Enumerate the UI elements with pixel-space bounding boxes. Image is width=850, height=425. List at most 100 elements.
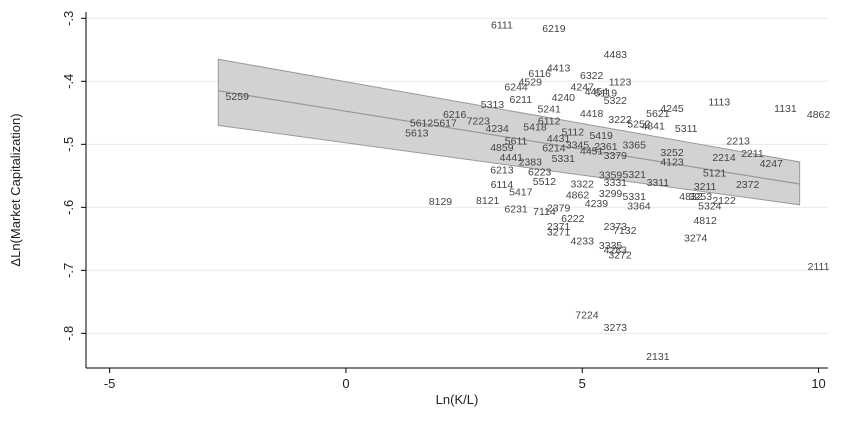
point-label-33: 2372 [736,179,760,191]
x-axis-title: Ln(K/L) [436,392,479,407]
point-label-81: 6223 [528,166,552,178]
point-label-42: 5324 [698,200,722,212]
point-label-94: 3345 [566,139,590,151]
point-label-69: 5252 [627,119,651,131]
point-label-85: 3322 [571,178,595,190]
point-label-4: 6116 [528,68,551,80]
point-label-40: 8121 [476,195,500,207]
point-label-46: 4812 [693,215,717,227]
point-label-54: 3274 [684,233,708,245]
point-label-29: 2214 [712,152,736,164]
point-label-32: 5121 [703,168,727,180]
point-label-16: 5621 [646,108,670,120]
point-label-50: 2373 [604,221,628,233]
point-label-79: 3379 [604,150,628,162]
point-label-6: 1123 [609,76,632,88]
confidence-band-area [217,58,801,206]
point-label-35: 5417 [509,187,533,199]
point-label-75: 3365 [623,139,647,151]
point-label-56: 4283 [604,245,628,257]
point-label-91: 4239 [585,198,609,210]
point-label-78: 5331 [552,153,576,165]
point-label-48: 6222 [561,213,585,225]
y-tick-label-3: -.6 [61,200,76,215]
point-label-44: 2379 [547,202,571,214]
point-label-77: 2383 [519,156,543,168]
point-label-9: 6211 [510,94,533,106]
point-label-92: 6214 [542,142,566,154]
point-label-11: 5259 [226,91,250,103]
point-label-64: 5119 [595,88,618,100]
point-label-13: 1131 [774,103,797,115]
point-label-27: 3252 [660,147,684,159]
x-tick-label-1: 0 [342,376,349,391]
point-label-87: 3311 [647,177,670,189]
point-label-22: 5613 [405,127,429,139]
point-label-76: 4441 [500,152,524,164]
point-label-63: 4454 [585,86,609,98]
point-label-5: 6322 [580,70,604,82]
point-label-31: 6213 [490,165,514,177]
point-label-95: 2361 [594,141,618,153]
point-label-73: 5112 [561,127,584,139]
point-label-34: 6114 [491,179,514,191]
point-label-90: 5331 [623,191,647,203]
x-tick-label-2: 5 [579,376,586,391]
point-label-61: 2131 [646,351,670,363]
y-tick-label-5: -.8 [61,326,76,341]
point-label-18: 7223 [467,115,491,127]
point-label-26: 5611 [505,136,528,148]
y-tick-label-1: -.4 [61,74,76,89]
point-label-65: 4240 [552,92,576,104]
point-label-28: 2211 [741,148,764,160]
point-label-70: 6112 [538,115,561,127]
point-label-0: 6111 [491,20,513,32]
point-label-43: 6231 [504,204,528,216]
point-label-72: 4841 [641,120,665,132]
point-label-84: 5512 [533,176,557,188]
point-label-83: 5321 [623,169,647,181]
point-label-49: 2371 [547,221,571,233]
point-label-37: 4832 [679,191,703,203]
point-label-1: 6219 [542,23,566,35]
point-label-8: 6244 [504,81,528,93]
confidence-band [217,58,801,206]
point-label-20: 5617 [434,117,458,129]
point-label-17: 6216 [443,109,467,121]
point-label-12: 1113 [708,96,730,108]
point-label-52: 3271 [547,226,571,238]
point-label-67: 5241 [537,103,561,115]
y-axis-title: ΔLn(Market Capitalization) [8,113,23,266]
axes: -5 0 5 10 -.3 -.4 -.5 -.6 -.7 -.8 [61,11,828,391]
x-tick-label-3: 10 [811,376,825,391]
point-label-97: 4431 [547,133,571,145]
point-label-30: 4247 [760,158,784,170]
point-label-62: 4247 [571,81,595,93]
point-label-88: 3299 [599,188,623,200]
point-label-41: 3253 [689,191,713,203]
point-label-7: 4529 [519,76,543,88]
point-label-68: 4418 [580,108,604,120]
point-label-96: 3222 [608,114,632,126]
point-label-19: 5612 [410,117,434,129]
point-label-53: 4233 [571,236,595,248]
point-label-45: 3364 [627,200,651,212]
y-tick-label-0: -.3 [61,11,76,26]
point-label-24: 2213 [727,136,751,148]
point-label-80: 4123 [660,156,684,168]
point-label-93: 4451 [580,146,604,158]
y-tick-label-4: -.7 [61,263,76,278]
point-label-55: 3335 [599,240,623,252]
point-label-86: 3331 [604,177,628,189]
point-label-36: 3211 [694,181,717,193]
point-label-38: 2122 [712,195,736,207]
point-label-39: 8129 [429,196,453,208]
point-label-82: 3359 [599,170,623,182]
point-label-47: 7114 [533,206,556,218]
point-label-74: 5419 [589,130,613,142]
point-label-71: 5418 [523,122,547,134]
point-label-21: 4234 [485,123,509,135]
y-tick-label-2: -.5 [61,137,76,152]
